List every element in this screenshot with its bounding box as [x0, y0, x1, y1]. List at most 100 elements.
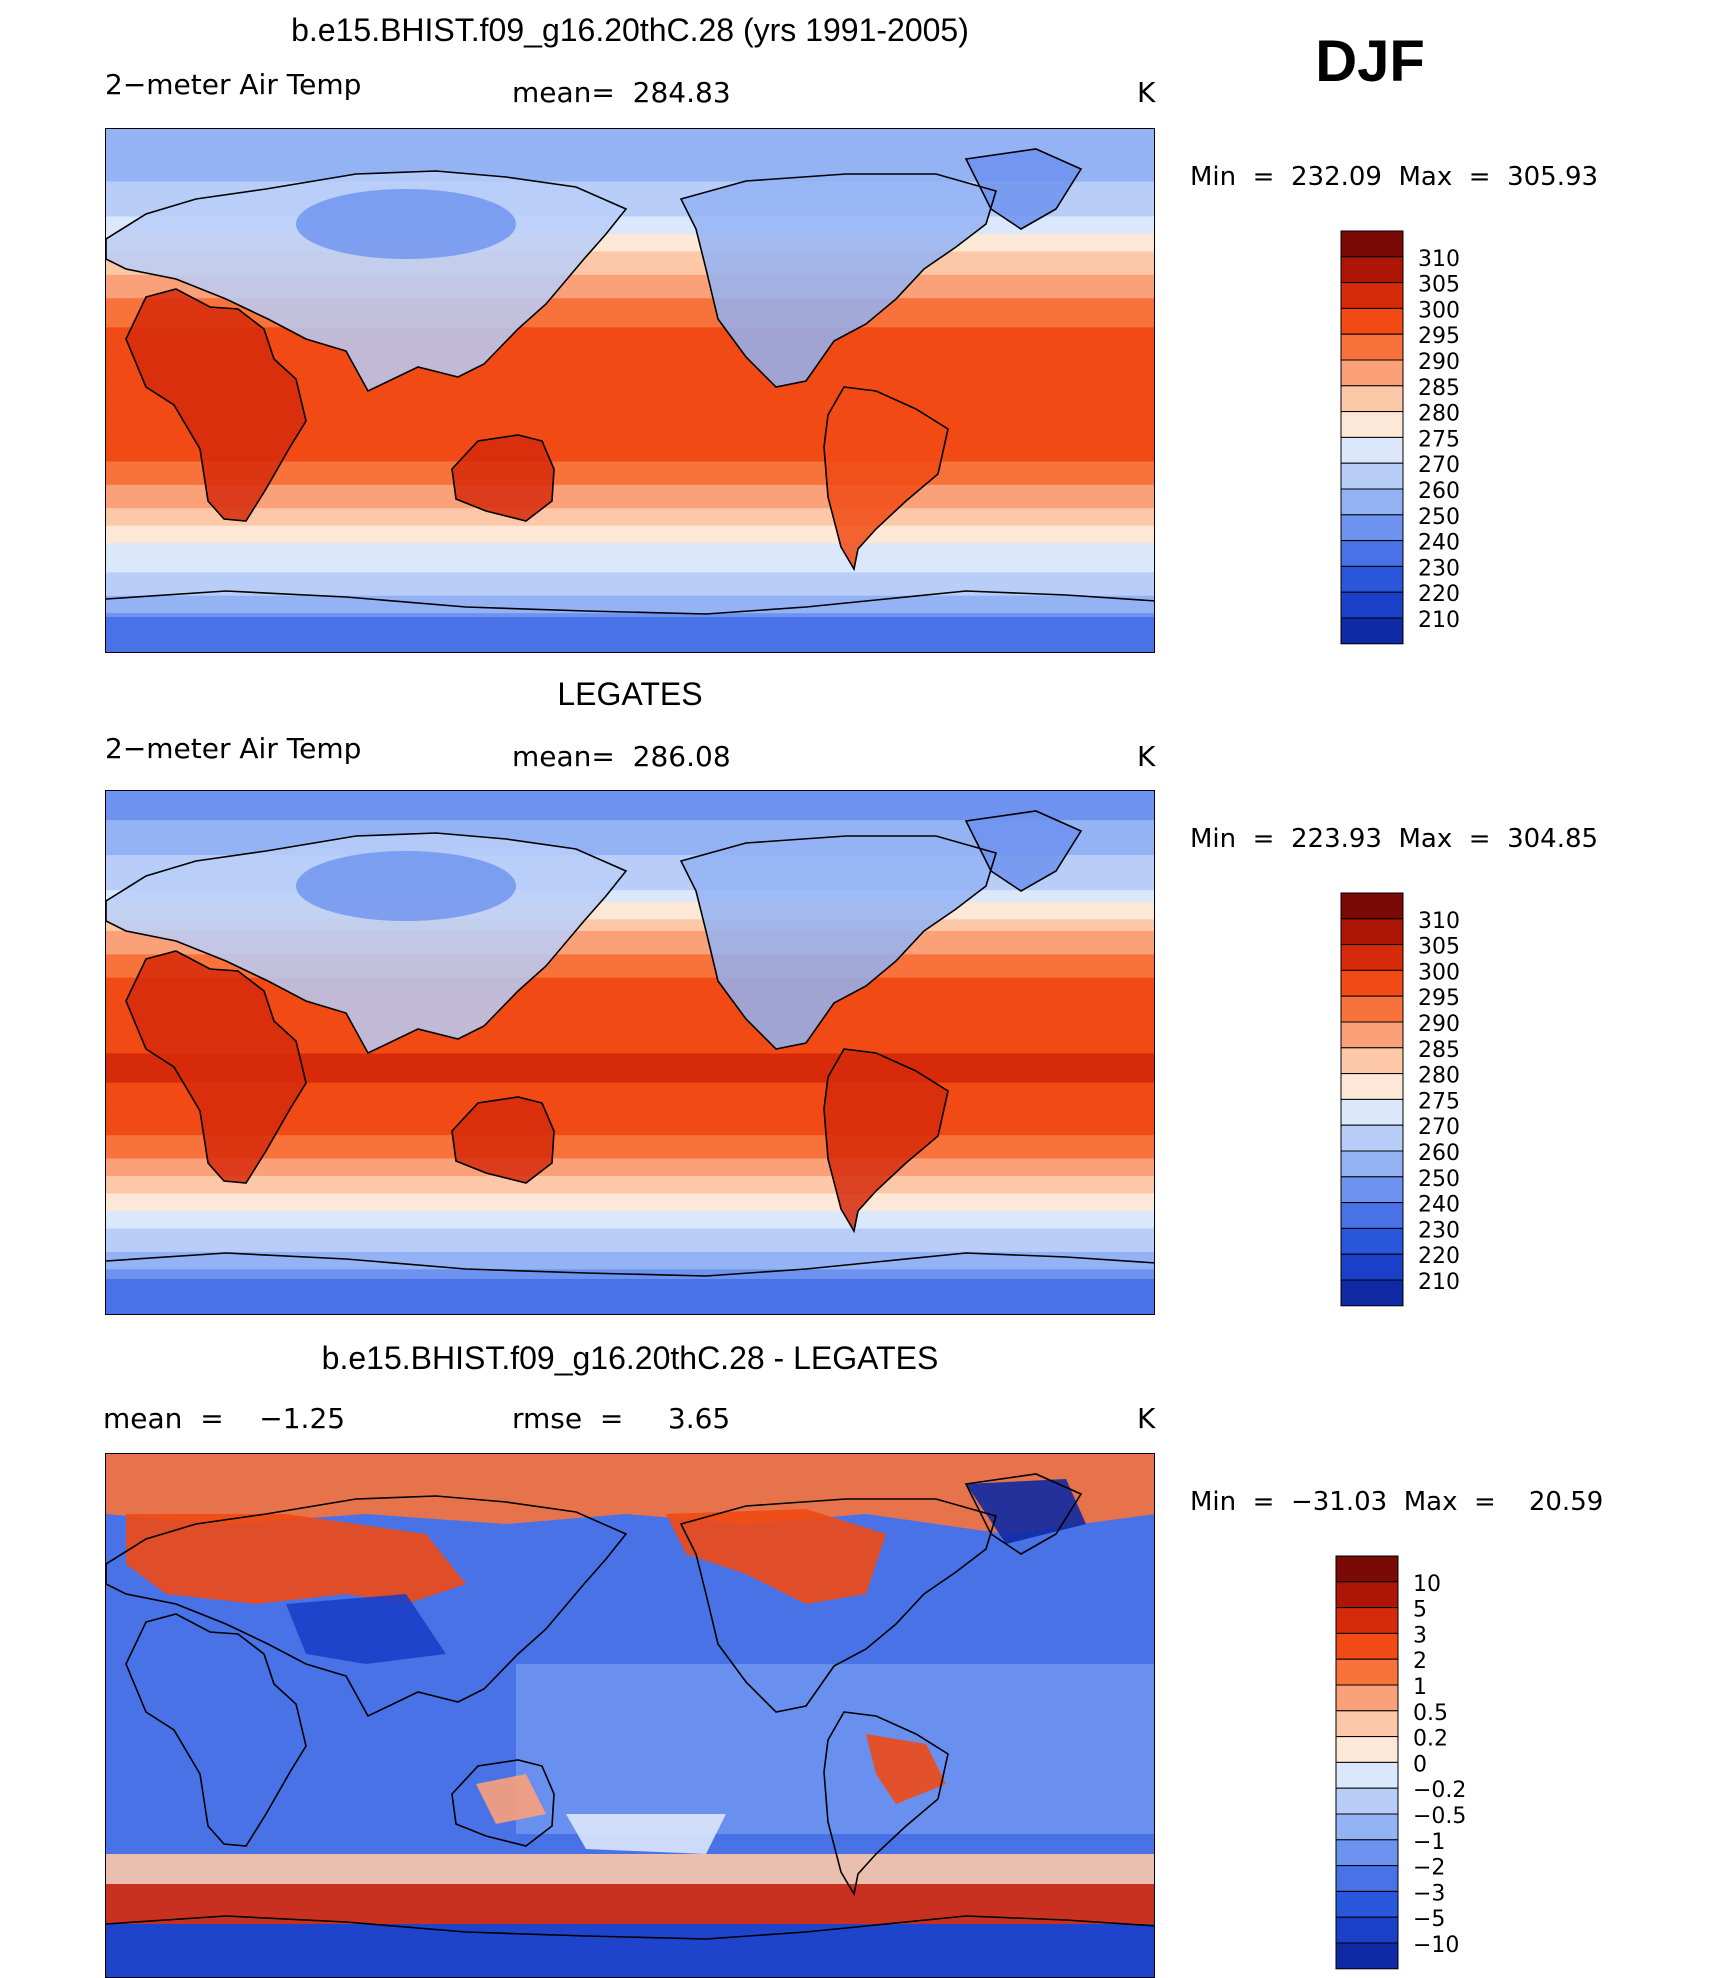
siberia-cold-pool [296, 851, 516, 921]
panel-3-title: b.e15.BHIST.f09_g16.20thC.28 - LEGATES [321, 1340, 939, 1376]
panel-1-colorbar-svg: 3103053002952902852802752702602502402302… [1340, 230, 1460, 645]
colorbar-box [1340, 385, 1404, 413]
colorbar-box [1340, 892, 1404, 920]
temperature-band [106, 1246, 1154, 1253]
colorbar-tick-label: 1 [1413, 1675, 1427, 1700]
panel-2-map [105, 790, 1155, 1315]
temperature-band [106, 333, 1154, 340]
temperature-band [106, 175, 1154, 183]
temperature-band [106, 1205, 1154, 1212]
northamerica-land-fill [681, 174, 996, 387]
temperature-band [106, 432, 1154, 439]
colorbar-box [1340, 969, 1404, 997]
temperature-band [106, 379, 1154, 387]
panel-3-rmse-label: rmse = 3.65 [512, 1402, 731, 1435]
temperature-band [106, 403, 1154, 410]
temperature-band [106, 321, 1154, 328]
temperature-band [106, 502, 1154, 509]
temperature-band [106, 409, 1154, 416]
temperature-band [106, 362, 1154, 369]
greenland-coastline [964, 148, 1083, 230]
temperature-band [106, 896, 1154, 903]
temperature-band [106, 855, 1154, 862]
temperature-band [106, 814, 1154, 821]
australia-warm-bias [476, 1774, 546, 1824]
temperature-band [106, 966, 1154, 973]
panel-1-map-svg [106, 129, 1154, 652]
temperature-band [106, 1100, 1154, 1107]
colorbar-tick-label: 290 [1418, 1012, 1460, 1037]
temperature-band [106, 1001, 1154, 1008]
temperature-band [106, 420, 1154, 428]
colorbar-tick-label: 250 [1418, 1167, 1460, 1192]
temperature-band [106, 948, 1154, 955]
panel-1-variable-label: 2−meter Air Temp [105, 68, 362, 101]
temperature-band [106, 1158, 1154, 1165]
colorbar-box [1340, 1227, 1404, 1255]
temperature-band [106, 473, 1154, 480]
temperature-band [106, 1018, 1154, 1025]
colorbar-tick-label: 250 [1418, 505, 1460, 530]
southamerica-coastline [823, 1711, 949, 1897]
northamerica-coastline [679, 1498, 998, 1713]
temperature-band [106, 1222, 1154, 1230]
colorbar-box [1335, 1607, 1399, 1634]
panel-1-map [105, 128, 1155, 653]
temperature-band [106, 554, 1154, 562]
temperature-band [106, 1152, 1154, 1160]
temperature-band [106, 1275, 1154, 1282]
temperature-band [106, 1111, 1154, 1119]
temperature-band [106, 397, 1154, 404]
panel-3-minmax: Min = −31.03 Max = 20.59 [1190, 1487, 1604, 1517]
temperature-band [106, 1036, 1154, 1043]
temperature-band [106, 1164, 1154, 1171]
colorbar-box [1335, 1555, 1399, 1583]
colorbar-tick-label: 230 [1418, 1218, 1460, 1243]
temperature-band [106, 1228, 1154, 1235]
colorbar-tick-label: 310 [1418, 247, 1460, 272]
africa-coastline [125, 950, 307, 1184]
temperature-band [106, 344, 1154, 352]
colorbar-box [1335, 1736, 1399, 1763]
colorbar-box [1340, 1202, 1404, 1229]
temperature-band [106, 292, 1154, 299]
colorbar-box [1340, 1047, 1404, 1075]
temperature-band [106, 919, 1154, 926]
colorbar-tick-label: 280 [1418, 1064, 1460, 1089]
australia-coastline [451, 434, 555, 522]
colorbar-box [1335, 1761, 1399, 1789]
panel-2-units-label: K [1137, 740, 1156, 773]
temperature-band [106, 578, 1154, 585]
temperature-band [106, 134, 1154, 142]
temperature-band [106, 274, 1154, 282]
temperature-band [106, 1094, 1154, 1101]
temperature-band [106, 1012, 1154, 1020]
temperature-band [106, 1041, 1154, 1049]
temperature-band [106, 831, 1154, 839]
temperature-band [106, 251, 1154, 258]
colorbar-tick-label: −3 [1413, 1881, 1445, 1906]
temperature-band [106, 531, 1154, 538]
temperature-band [106, 537, 1154, 544]
temperature-band [106, 560, 1154, 568]
south-pacific-neutral [566, 1814, 726, 1854]
colorbar-tick-label: 275 [1418, 427, 1460, 452]
antarctic-cold-bias [106, 1924, 1154, 1977]
temperature-band [106, 1076, 1154, 1084]
temperature-band [106, 861, 1154, 868]
temperature-band [106, 796, 1154, 804]
temperature-band [106, 931, 1154, 938]
temperature-band [106, 304, 1154, 311]
panel-3-map [105, 1453, 1155, 1978]
temperature-band [106, 589, 1154, 597]
temperature-band [106, 1176, 1154, 1183]
colorbar-tick-label: 270 [1418, 453, 1460, 478]
colorbar-tick-label: 305 [1418, 935, 1460, 960]
temperature-band [106, 350, 1154, 358]
temperature-band [106, 1024, 1154, 1031]
temperature-band [106, 449, 1154, 457]
temperature-band [106, 1269, 1154, 1276]
colorbar-box [1340, 359, 1404, 387]
temperature-band [106, 584, 1154, 591]
antarctica-coastline [106, 1915, 1154, 1940]
